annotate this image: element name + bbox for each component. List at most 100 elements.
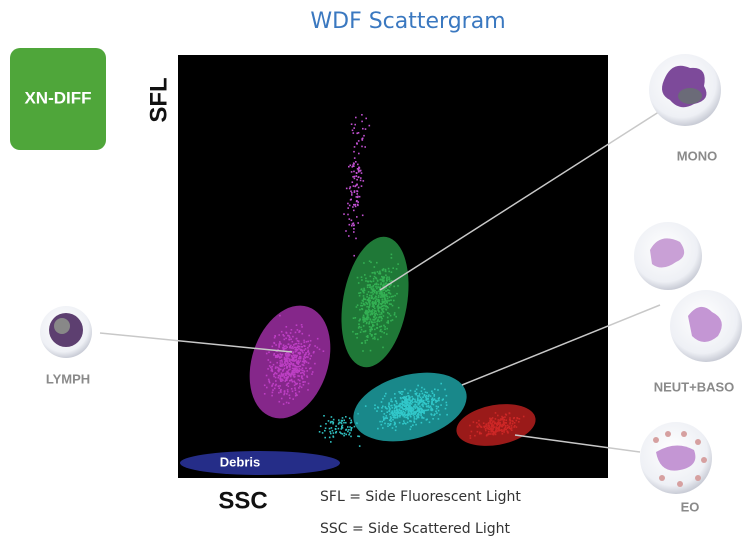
dot: [352, 132, 355, 134]
dot: [331, 429, 334, 432]
cell-label: EO: [681, 499, 700, 514]
dot: [351, 181, 354, 183]
dot: [341, 425, 343, 428]
dot: [356, 178, 358, 181]
dot: [368, 124, 371, 127]
dot: [330, 432, 332, 435]
dot: [325, 423, 327, 425]
dot: [353, 170, 355, 173]
dot: [353, 203, 355, 206]
dot: [335, 431, 337, 434]
dot: [318, 431, 321, 433]
dot: [324, 429, 326, 432]
dot: [332, 422, 334, 425]
dot: [339, 431, 341, 433]
dot: [355, 184, 357, 187]
dot: [335, 431, 338, 433]
dot: [357, 171, 360, 173]
dot: [348, 223, 351, 226]
dot: [354, 185, 356, 188]
dot: [353, 191, 356, 193]
dot: [356, 132, 358, 135]
dot: [334, 428, 337, 431]
dot: [358, 445, 361, 447]
dot: [345, 429, 347, 431]
dot: [364, 146, 366, 148]
dot: [340, 421, 342, 424]
debris-label: Debris: [220, 454, 260, 469]
dot: [361, 114, 363, 116]
badge: [10, 48, 106, 150]
dot: [348, 165, 350, 168]
connectors: [99, 107, 666, 453]
dot: [343, 419, 345, 422]
dot: [343, 434, 345, 437]
dot: [347, 426, 349, 428]
dot: [338, 421, 341, 424]
cell-label: MONO: [677, 148, 717, 163]
dot: [328, 427, 331, 430]
dot: [353, 254, 355, 257]
dot: [349, 164, 352, 167]
lymph-cell: [40, 306, 92, 358]
dot: [340, 422, 343, 425]
dot: [365, 117, 367, 120]
dot: [363, 134, 365, 137]
dot: [340, 419, 343, 422]
dot: [353, 425, 356, 428]
dot: [361, 214, 364, 217]
dot: [353, 150, 355, 153]
dot: [361, 120, 363, 123]
dot: [357, 163, 359, 166]
dot: [352, 176, 354, 178]
eo-cell: [640, 422, 712, 494]
dot: [353, 163, 355, 165]
dot: [324, 427, 327, 429]
dot: [341, 426, 343, 429]
dot: [356, 196, 359, 199]
dot: [341, 417, 344, 419]
dot: [332, 432, 335, 434]
dot: [361, 145, 363, 148]
mono-cell: [649, 54, 721, 126]
dot: [351, 129, 354, 132]
dot: [357, 195, 359, 198]
debris-cluster: [180, 451, 340, 475]
dot: [353, 224, 355, 226]
dot: [350, 219, 353, 222]
dot: [353, 231, 355, 233]
dot: [356, 193, 358, 195]
dot: [341, 433, 344, 435]
dot: [355, 172, 358, 174]
badge-text: XN-DIFF: [24, 88, 91, 107]
dot: [361, 139, 364, 141]
dot: [348, 204, 351, 207]
dot: [345, 230, 347, 232]
dot: [354, 205, 357, 208]
dot: [353, 228, 355, 230]
title: WDF Scattergram: [310, 9, 505, 34]
dot: [349, 426, 351, 428]
dot: [357, 140, 360, 142]
dot: [353, 157, 356, 159]
dot: [335, 425, 337, 427]
dot: [356, 190, 359, 193]
dot: [355, 196, 358, 198]
dot: [330, 416, 333, 418]
dot: [354, 203, 357, 206]
dot: [360, 177, 362, 179]
dot: [359, 179, 362, 182]
dot: [351, 166, 354, 168]
dot: [357, 204, 359, 207]
dot: [319, 425, 322, 427]
dot: [330, 420, 332, 423]
note: SSC = Side Scattered Light: [320, 521, 511, 537]
dot: [348, 417, 351, 420]
dot: [356, 216, 358, 218]
dot: [357, 176, 360, 179]
dot: [351, 194, 353, 196]
dot: [343, 421, 345, 424]
dot: [353, 190, 356, 192]
dot: [353, 127, 355, 129]
